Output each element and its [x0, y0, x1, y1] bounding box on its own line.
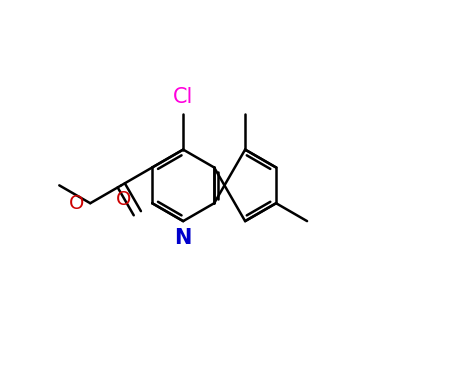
Text: O: O — [69, 194, 85, 213]
Text: O: O — [117, 191, 132, 209]
Text: N: N — [175, 228, 192, 248]
Text: Cl: Cl — [173, 87, 193, 107]
